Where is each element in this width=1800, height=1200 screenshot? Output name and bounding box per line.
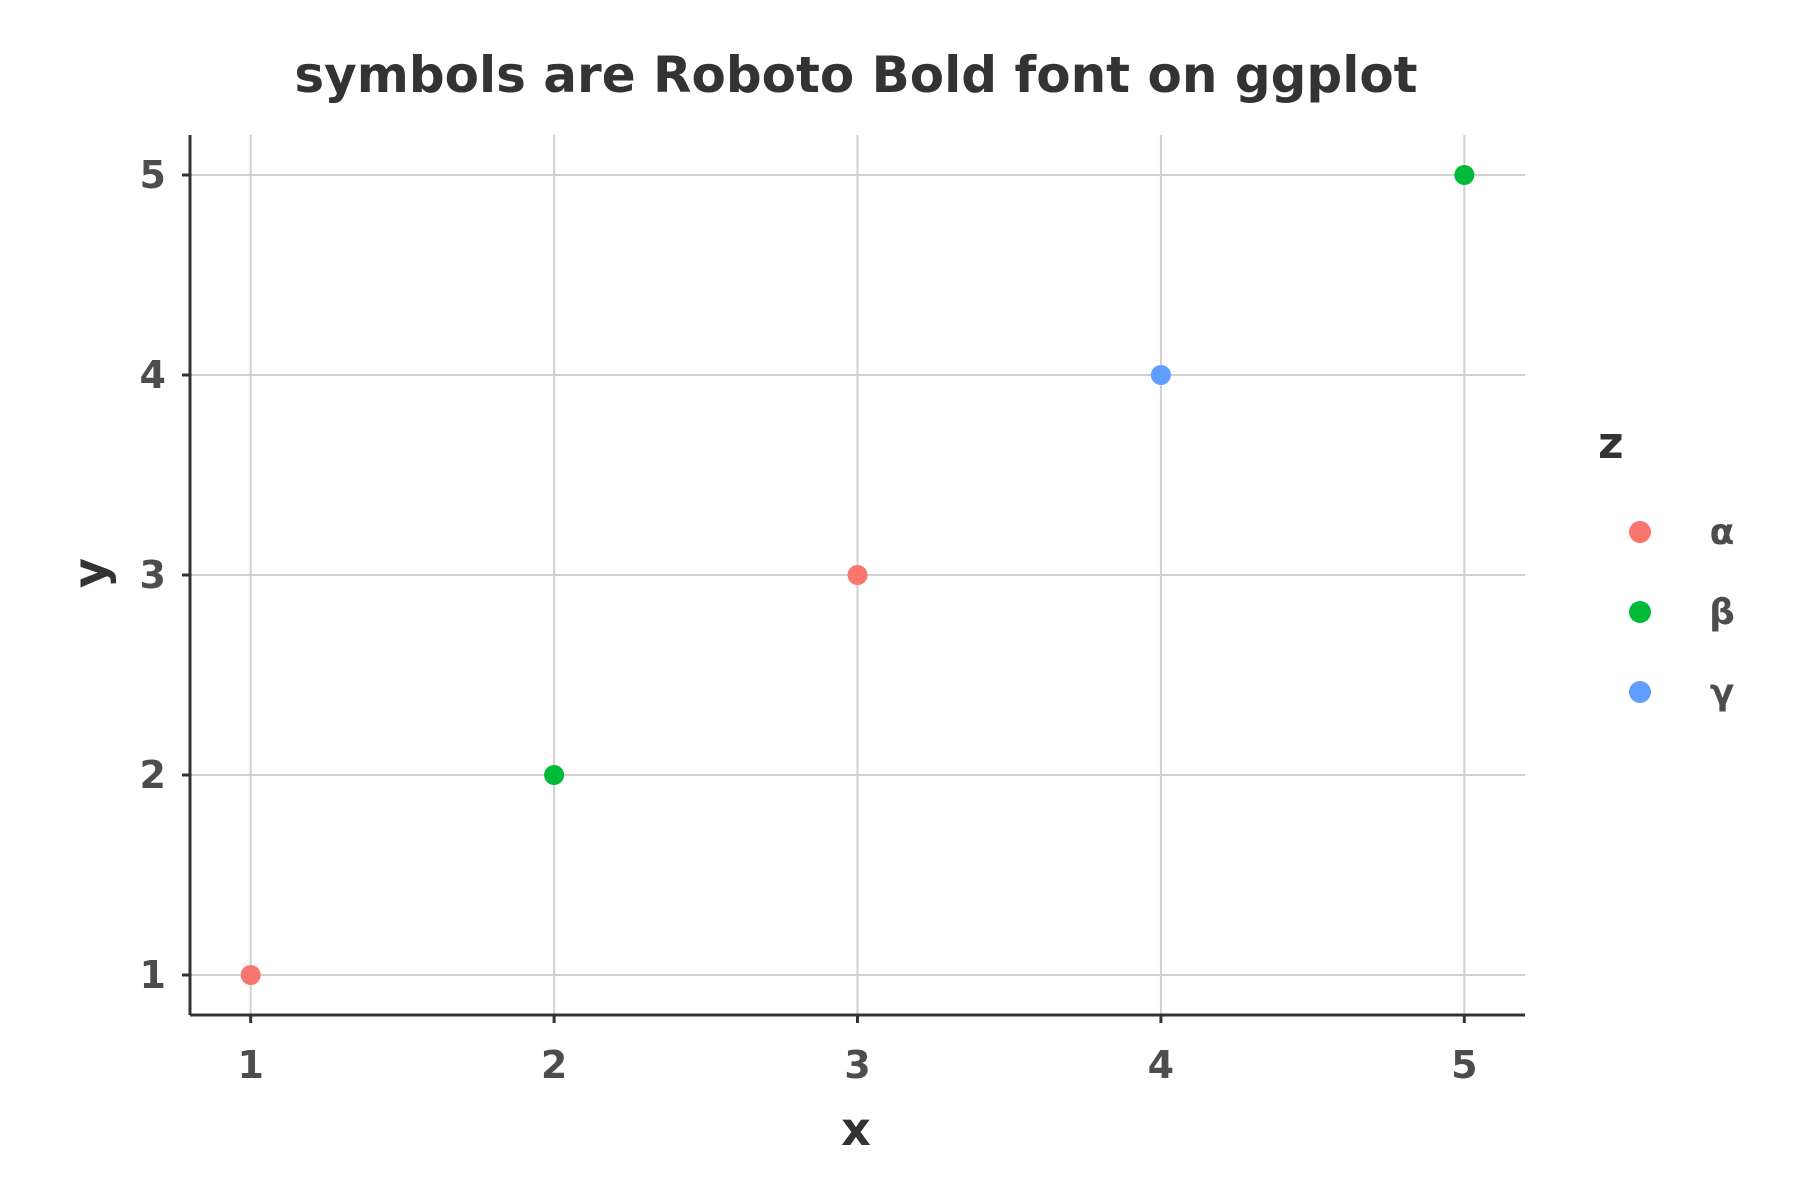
data-point-5 — [1454, 165, 1475, 185]
legend-key-2 — [1629, 601, 1651, 623]
legend-title: z — [1598, 418, 1624, 469]
data-point-4 — [1150, 365, 1171, 385]
y-tick-label-5: 5 — [140, 153, 166, 197]
legend-label-3: γ — [1710, 672, 1735, 713]
data-point-3 — [847, 565, 868, 585]
x-axis-title: x — [841, 1102, 871, 1156]
y-tick-label-4: 4 — [140, 353, 166, 397]
y-tick-label-1: 1 — [140, 953, 166, 997]
x-tick-label-5: 5 — [1451, 1043, 1477, 1087]
data-points — [240, 165, 1475, 985]
x-tick-label-4: 4 — [1148, 1043, 1174, 1087]
x-axis-ticks: 1 2 3 4 5 — [237, 1015, 1478, 1087]
legend-key-3 — [1629, 681, 1651, 703]
legend-label-2: β — [1709, 592, 1735, 633]
x-tick-label-3: 3 — [844, 1043, 870, 1087]
y-tick-label-2: 2 — [140, 753, 166, 797]
chart-title: symbols are Roboto Bold font on ggplot — [294, 46, 1417, 104]
y-axis-ticks: 1 2 3 4 5 — [140, 153, 190, 997]
legend-label-1: α — [1710, 512, 1735, 553]
y-tick-label-3: 3 — [140, 553, 166, 597]
legend-items: αβγ — [1629, 512, 1735, 713]
data-point-2 — [544, 765, 565, 785]
legend: z αβγ — [1598, 418, 1735, 713]
y-axis-title: y — [63, 558, 117, 588]
data-point-1 — [240, 965, 261, 985]
x-tick-label-2: 2 — [541, 1043, 567, 1087]
grid-lines — [190, 135, 1525, 1015]
x-tick-label-1: 1 — [237, 1043, 263, 1087]
legend-key-1 — [1629, 521, 1651, 543]
